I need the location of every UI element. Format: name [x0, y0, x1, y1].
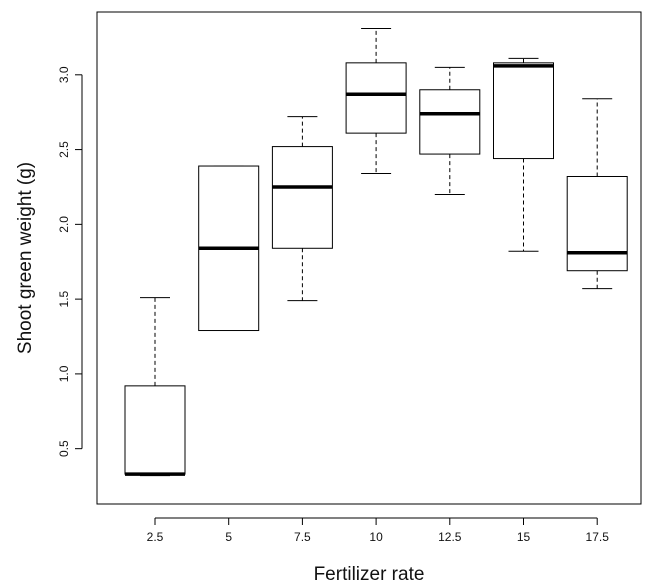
x-axis-title: Fertilizer rate — [314, 564, 425, 585]
x-tick-label: 2.5 — [147, 530, 164, 544]
box-iqr — [124, 385, 186, 475]
box-iqr — [419, 89, 481, 155]
y-tick-label: 0.5 — [57, 440, 71, 457]
box-12.5 — [419, 66, 481, 195]
box-10 — [345, 27, 407, 175]
y-axis: 0.5 1.0 1.5 2.0 2.5 3.0 — [57, 66, 83, 457]
x-tick-label: 15 — [517, 530, 531, 544]
box-15 — [493, 57, 554, 252]
box-7.5 — [271, 116, 333, 302]
box-iqr — [493, 62, 554, 160]
y-tick-label: 1.5 — [57, 290, 71, 307]
box-iqr — [345, 62, 407, 134]
x-axis: 2.5 5 7.5 10 12.5 15 17.5 — [147, 517, 610, 544]
y-tick-label: 1.0 — [57, 365, 71, 382]
box-17.5 — [566, 98, 628, 290]
y-tick-label: 2.0 — [57, 216, 71, 233]
x-tick-label: 7.5 — [294, 530, 311, 544]
y-axis-title: Shoot green weight (g) — [15, 162, 36, 354]
box-iqr — [566, 175, 628, 272]
box-5 — [198, 165, 260, 332]
boxes-group — [124, 27, 628, 477]
y-tick-label: 3.0 — [57, 66, 71, 83]
y-tick-label: 2.5 — [57, 141, 71, 158]
plot-frame — [96, 11, 642, 505]
x-tick-label: 10 — [369, 530, 383, 544]
box-2.5 — [124, 297, 186, 477]
x-tick-label: 5 — [225, 530, 232, 544]
x-tick-label: 17.5 — [586, 530, 610, 544]
box-iqr — [271, 146, 333, 249]
x-tick-label: 12.5 — [438, 530, 462, 544]
